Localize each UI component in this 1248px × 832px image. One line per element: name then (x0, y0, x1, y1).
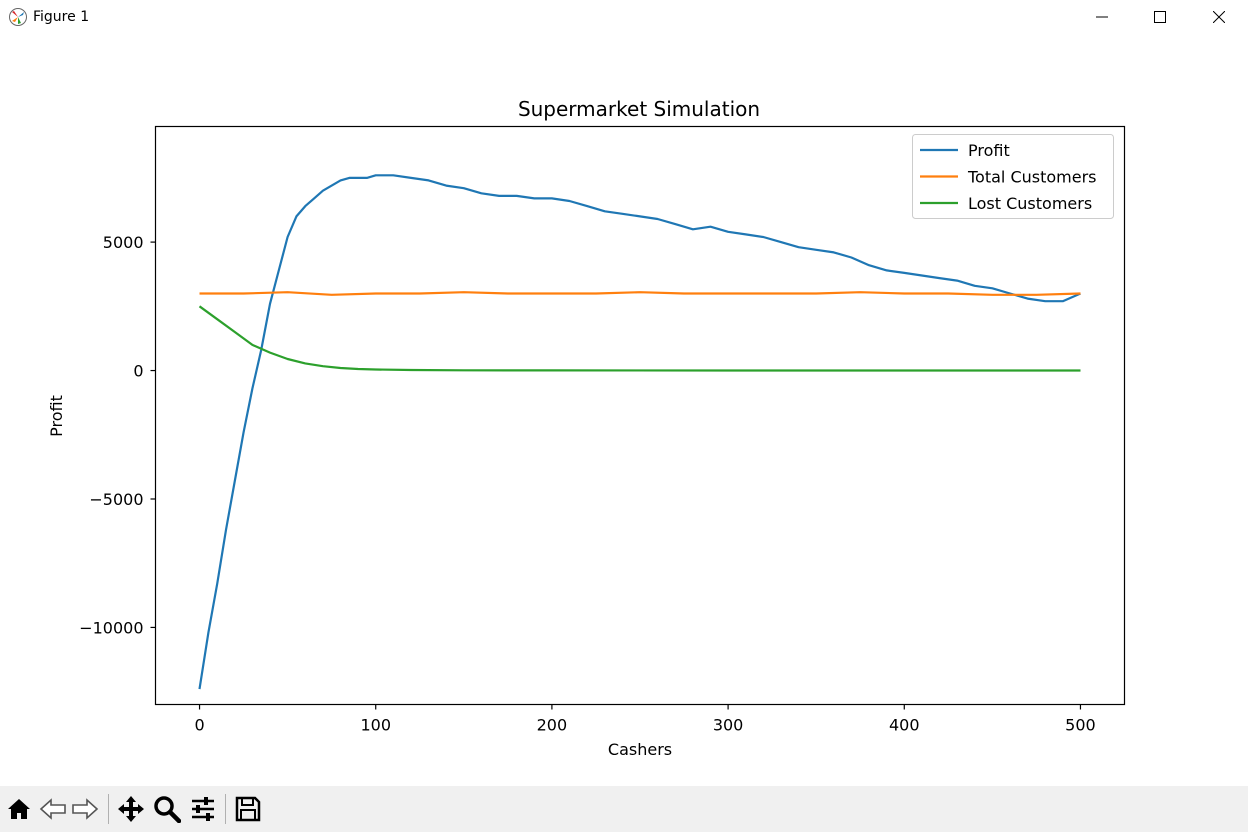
toolbar-separator (108, 794, 109, 824)
legend: Profit Total Customers Lost Customers (912, 134, 1114, 219)
back-button[interactable] (38, 794, 68, 824)
series-line-lost-customers (198, 305, 1081, 372)
pan-button[interactable] (116, 794, 146, 824)
legend-label-profit: Profit (968, 141, 1010, 160)
legend-label-lost-customers: Lost Customers (968, 194, 1092, 213)
minimize-button[interactable] (1073, 0, 1131, 34)
series-line-profit (198, 174, 1081, 690)
floppy-disk-icon (235, 796, 261, 822)
plot-area (154, 125, 1126, 706)
maximize-icon (1154, 11, 1166, 23)
home-icon (8, 799, 30, 819)
legend-label-total-customers: Total Customers (967, 168, 1097, 187)
toolbar-separator (225, 794, 226, 824)
chart-figure: Supermarket Simulation 0 100 200 300 400 500 … (47, 97, 1126, 759)
pan-move-icon (118, 796, 144, 822)
configure-subplots-button[interactable] (188, 794, 218, 824)
x-tick-label: 500 (1065, 716, 1096, 735)
minimize-icon (1096, 16, 1108, 18)
window-title: Figure 1 (33, 9, 90, 25)
toolbar (0, 786, 1248, 832)
x-tick-label: 400 (889, 716, 920, 735)
y-tick-label: −5000 (89, 490, 143, 509)
x-tick-label: 200 (537, 716, 568, 735)
y-tick-label: 0 (133, 362, 143, 381)
maximize-button[interactable] (1131, 0, 1189, 34)
magnifier-icon (154, 796, 181, 823)
close-button[interactable] (1190, 0, 1248, 34)
sliders-icon (192, 797, 214, 821)
app-icon (9, 8, 27, 26)
x-tick-label: 300 (713, 716, 744, 735)
home-button[interactable] (4, 794, 34, 824)
x-axis: 0 100 200 300 400 500 (194, 704, 1096, 735)
forward-button[interactable] (70, 794, 100, 824)
zoom-button[interactable] (152, 794, 182, 824)
y-axis-label: Profit (47, 395, 66, 437)
x-tick-label: 100 (360, 716, 391, 735)
series-line-total-customers (199, 291, 1081, 296)
chart-title: Supermarket Simulation (518, 97, 760, 121)
window-titlebar: Figure 1 (0, 0, 1248, 34)
save-button[interactable] (233, 794, 263, 824)
y-tick-label: −10000 (79, 618, 143, 637)
forward-arrow-icon (72, 798, 99, 820)
legend-frame (912, 134, 1114, 219)
x-tick-label: 0 (194, 716, 204, 735)
close-icon (1213, 11, 1225, 23)
y-axis: −10000 −5000 0 5000 (79, 233, 156, 637)
back-arrow-icon (39, 798, 66, 820)
y-tick-label: 5000 (103, 233, 144, 252)
x-axis-label: Cashers (608, 740, 672, 759)
series-layer (198, 174, 1081, 690)
